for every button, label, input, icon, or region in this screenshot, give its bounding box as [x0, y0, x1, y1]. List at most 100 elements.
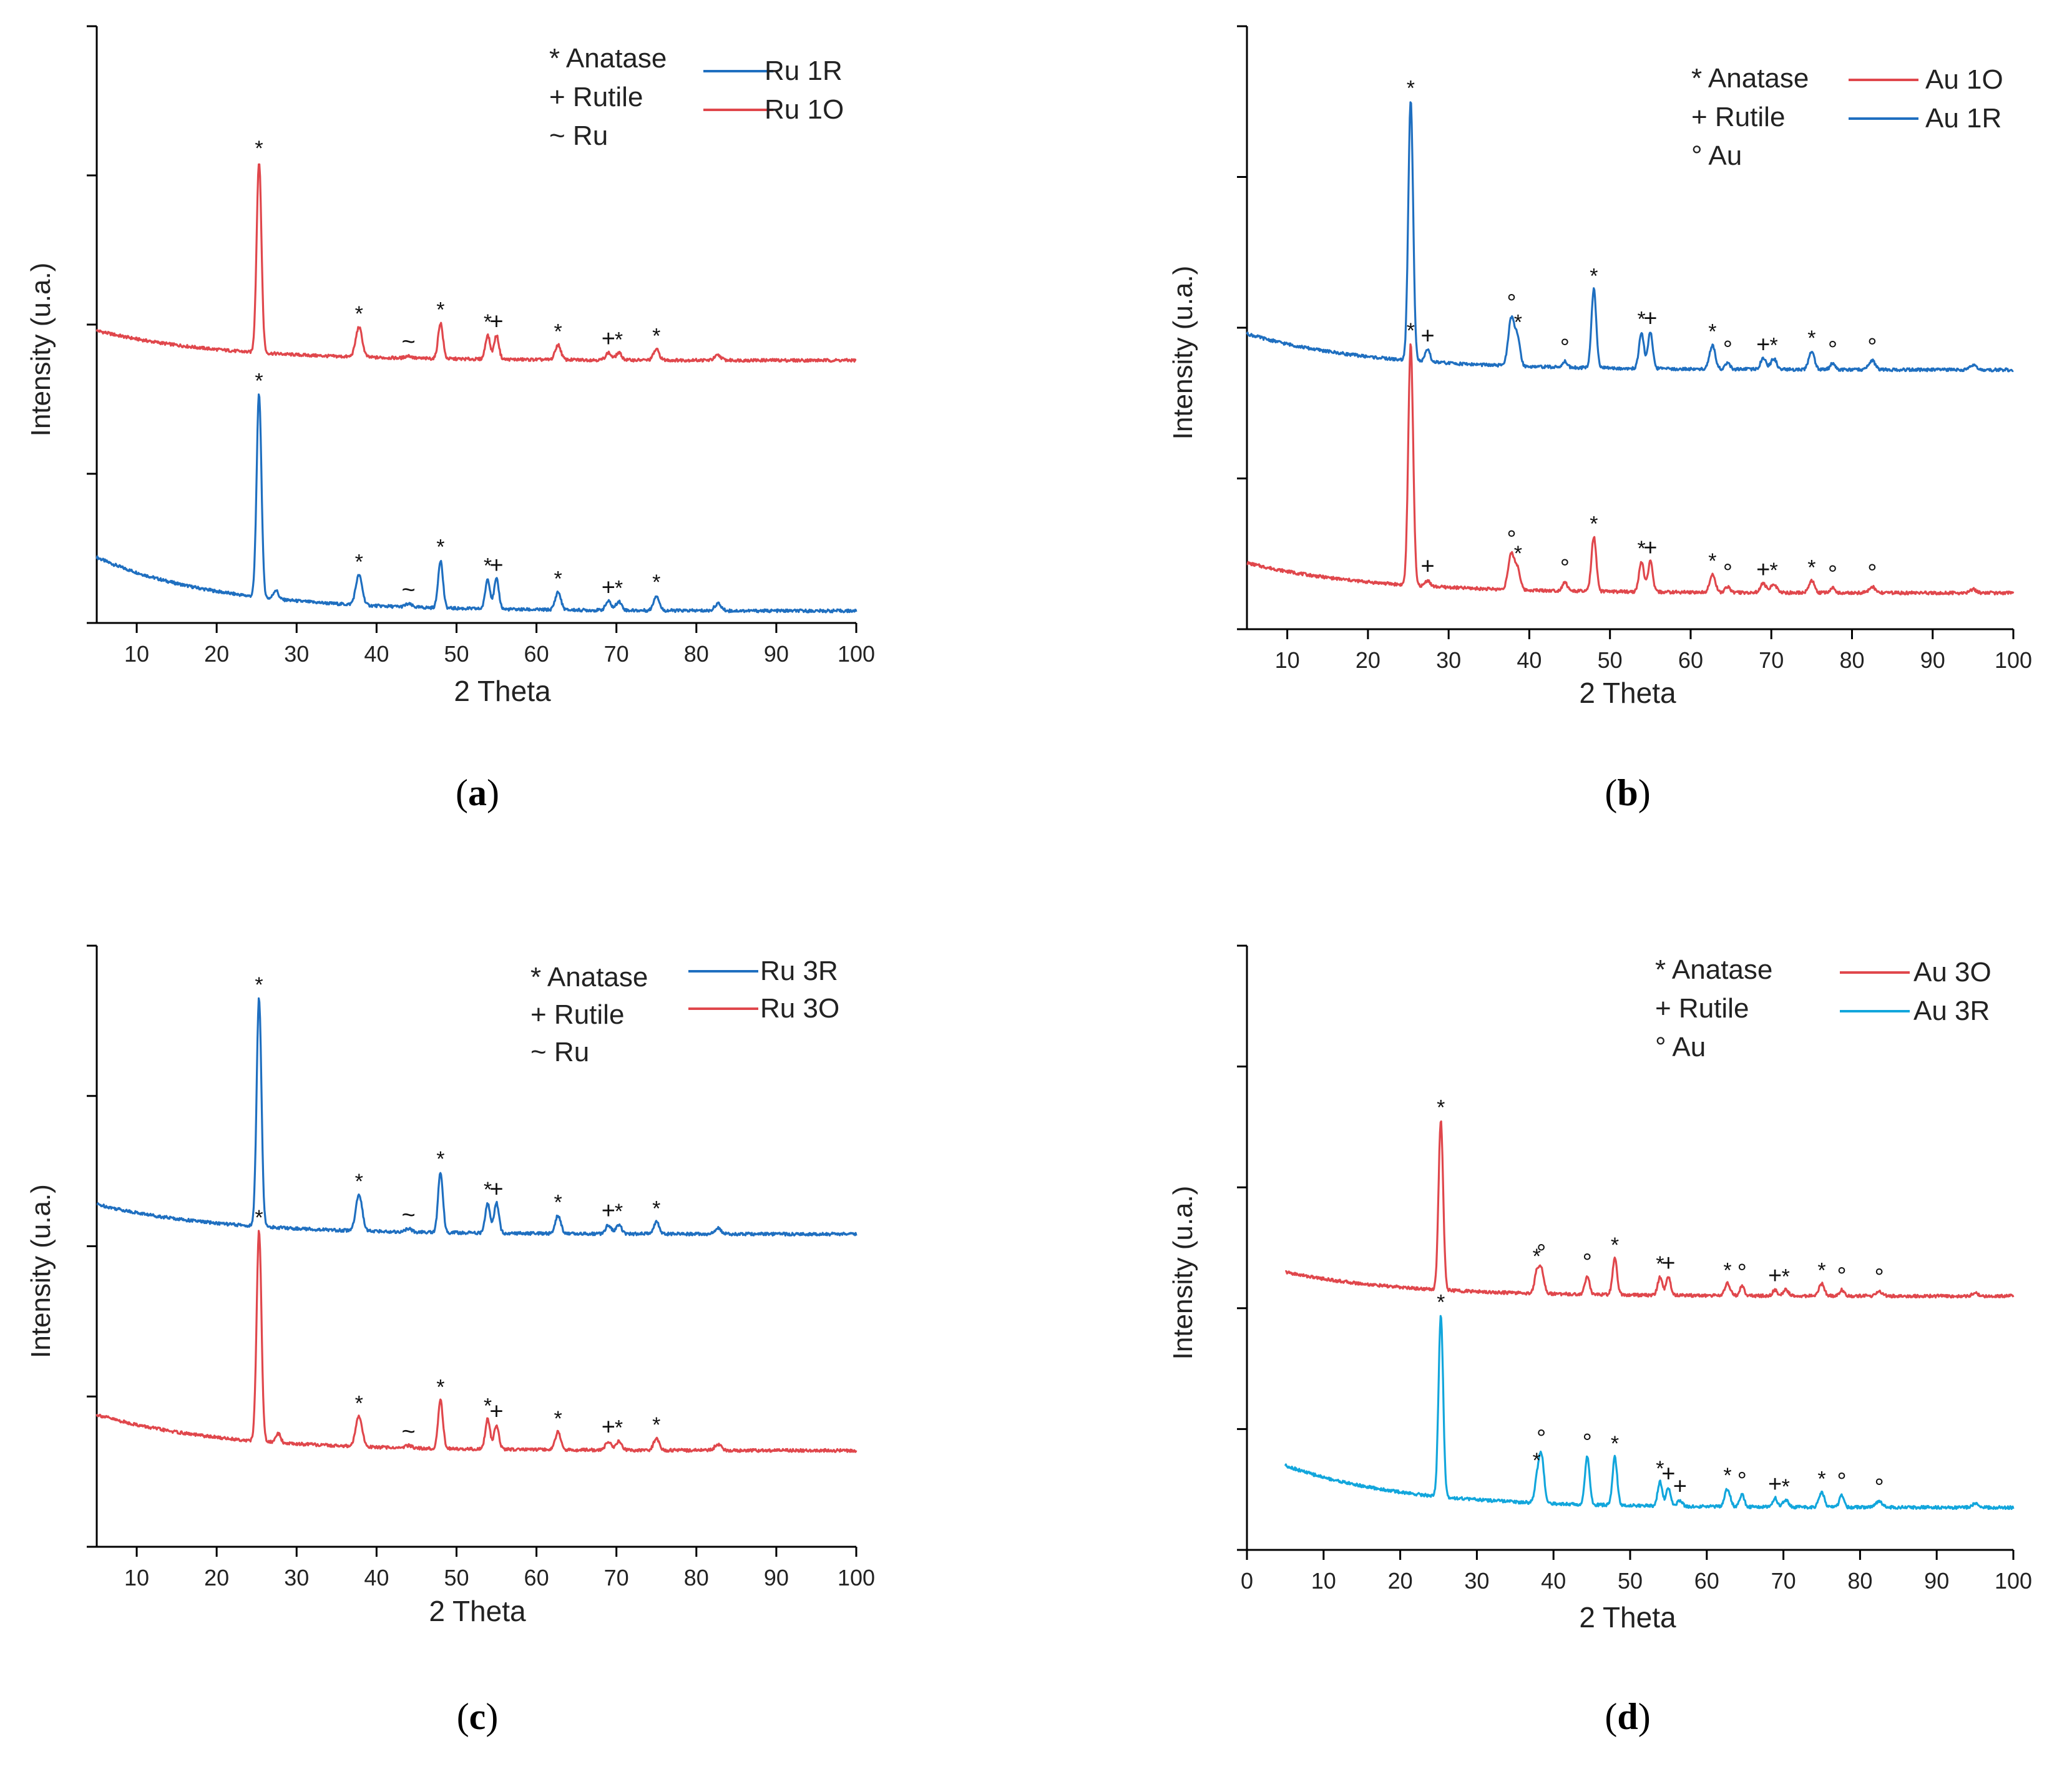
y-axis-title: Intensity (u.a.): [26, 263, 56, 437]
series-line-ru-1o: [95, 163, 857, 363]
y-axis-title: Intensity (u.a.): [1168, 1186, 1198, 1360]
panel-label-open: (: [1605, 1696, 1617, 1737]
peak-marker: *: [255, 137, 263, 160]
x-tick-label: 90: [1920, 647, 1945, 673]
x-tick-label: 10: [124, 641, 149, 667]
legend-phase-label: + Rutile: [530, 999, 624, 1030]
peak-marker: *: [355, 1391, 363, 1415]
peak-marker: *: [1807, 556, 1815, 579]
x-tick-label: 20: [204, 1565, 229, 1590]
x-tick-label: 10: [1311, 1568, 1336, 1594]
x-axis-title: 2 Theta: [1579, 677, 1676, 709]
peak-marker: +: [602, 1414, 615, 1441]
x-tick-label: 10: [124, 1565, 149, 1590]
legend-phase-label: * Anatase: [549, 43, 667, 74]
peak-marker: *: [1769, 333, 1777, 357]
peak-marker: *: [652, 1197, 660, 1221]
peak-marker: +: [1661, 1461, 1675, 1487]
peak-marker: *: [554, 320, 562, 343]
peak-marker: +: [1643, 306, 1657, 332]
peak-marker: °: [1560, 555, 1570, 581]
legend-series-label: Au 1R: [1925, 103, 2001, 134]
panel-label-letter: b: [1617, 772, 1638, 813]
x-tick-label: 100: [838, 1565, 875, 1590]
x-tick-label: 10: [1275, 647, 1300, 673]
peak-marker: *: [1533, 1245, 1541, 1268]
peak-marker: *: [1817, 1467, 1825, 1491]
peak-marker: °: [1737, 1468, 1747, 1494]
peak-marker: +: [1673, 1473, 1687, 1499]
x-tick-label: 30: [1464, 1568, 1489, 1594]
series-line-au-3r: [1284, 1315, 2015, 1510]
peak-marker: *: [436, 536, 444, 559]
x-tick-label: 100: [1995, 1568, 2032, 1594]
x-tick-label: 80: [684, 1565, 709, 1590]
peak-marker: *: [1407, 76, 1415, 100]
peak-marker: +: [1420, 323, 1434, 349]
peak-marker: *: [484, 554, 492, 578]
x-tick-label: 20: [204, 641, 229, 667]
legend-phase-label: * Anatase: [1691, 63, 1809, 94]
chart-panel-b: 10 20 30 40 50 60 70 80 90 100 2 Theta Intensity (u…: [1168, 25, 2032, 813]
peak-marker: °: [1828, 561, 1837, 587]
x-axis-title: 2 Theta: [1579, 1601, 1676, 1634]
peak-marker: ~: [402, 577, 416, 604]
peak-marker: *: [615, 576, 623, 600]
peak-marker: *: [484, 1178, 492, 1202]
panel-label: (d): [1605, 1696, 1650, 1737]
peak-marker: +: [602, 326, 615, 352]
peak-marker: *: [554, 567, 562, 590]
x-tick-label: 40: [364, 641, 389, 667]
panel-label-open: (: [456, 772, 468, 813]
x-tick-label: 50: [1618, 1568, 1643, 1594]
peak-marker: +: [1661, 1250, 1675, 1277]
peak-marker: *: [554, 1407, 562, 1431]
peak-marker: °: [1507, 290, 1516, 316]
x-tick-label: 90: [1924, 1568, 1949, 1594]
peak-marker: °: [1583, 1429, 1592, 1456]
peak-marker: +: [1768, 1263, 1782, 1289]
peak-marker: *: [1590, 512, 1598, 536]
x-tick-label: 30: [284, 1565, 309, 1590]
peak-marker: *: [1437, 1290, 1445, 1314]
peak-marker: *: [1769, 559, 1777, 582]
x-tick-label: 90: [764, 641, 789, 667]
x-tick-label: 40: [1517, 647, 1542, 673]
y-axis-title: Intensity (u.a.): [1168, 266, 1198, 440]
peak-marker: *: [255, 973, 263, 997]
x-tick-label: 90: [764, 1565, 789, 1590]
peak-marker: +: [489, 552, 503, 579]
peak-marker: *: [615, 1200, 623, 1223]
legend-series-label: Ru 3R: [760, 956, 838, 986]
series-line-ru-1r: [95, 393, 858, 614]
legend-phase-label: + Rutile: [1691, 102, 1785, 132]
legend-series-label: Au 1O: [1925, 64, 2003, 95]
peak-marker: °: [1867, 560, 1877, 586]
legend-phase-label: + Rutile: [549, 82, 643, 112]
x-tick-label: 50: [1598, 647, 1623, 673]
series-line-au-1o: [1246, 343, 2015, 595]
peak-marker: °: [1828, 337, 1837, 363]
peak-marker: +: [602, 574, 615, 600]
peak-marker: °: [1560, 335, 1570, 361]
peak-marker: ~: [402, 1419, 416, 1445]
y-axis-title: Intensity (u.a.): [26, 1184, 56, 1358]
legend-phase-label: ° Au: [1655, 1032, 1706, 1062]
peak-marker: *: [1514, 542, 1522, 566]
panel-label-close: ): [1638, 772, 1651, 813]
x-tick-label: 30: [284, 641, 309, 667]
panel-label: (c): [457, 1696, 499, 1737]
peak-marker: *: [436, 1147, 444, 1171]
peak-marker: °: [1874, 1264, 1884, 1290]
x-tick-label: 60: [1678, 647, 1703, 673]
peak-marker: *: [554, 1190, 562, 1214]
peak-marker: *: [484, 310, 492, 334]
panel-label-open: (: [1605, 772, 1617, 813]
peak-marker: *: [1782, 1475, 1790, 1499]
x-tick-label: 80: [1839, 647, 1864, 673]
legend-phase-label: + Rutile: [1655, 993, 1749, 1024]
peak-marker: °: [1583, 1250, 1592, 1276]
peak-marker: *: [652, 1413, 660, 1437]
peak-marker: *: [652, 325, 660, 348]
